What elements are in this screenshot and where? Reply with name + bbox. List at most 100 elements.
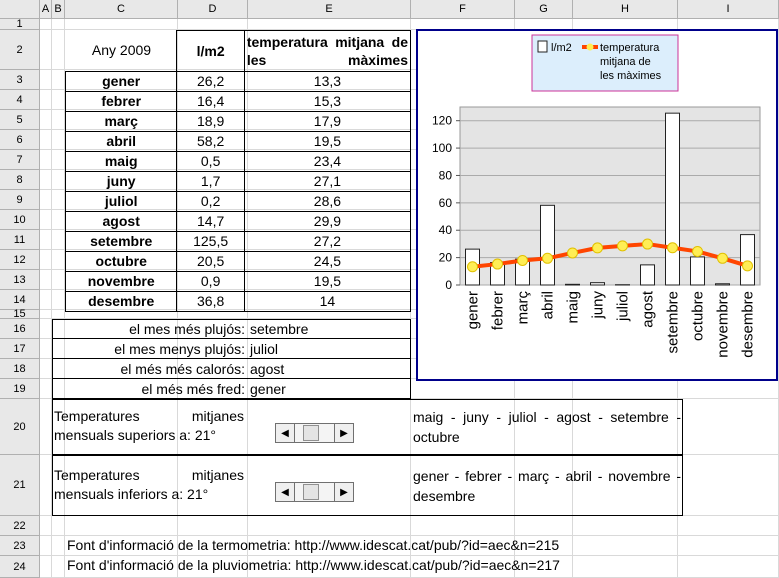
column-header-b[interactable]: B [52, 0, 65, 19]
row-header-8[interactable]: 8 [0, 170, 40, 190]
month-name[interactable]: febrer [64, 91, 178, 112]
bar[interactable] [640, 264, 655, 286]
row-header-3[interactable]: 3 [0, 70, 40, 90]
month-name[interactable]: març [64, 111, 178, 132]
source-pluviometry[interactable]: Font d'informació de la pluviometria: ht… [67, 557, 560, 573]
lower-result[interactable]: gener - febrer - març - abril - novembre… [413, 468, 681, 504]
summary-value[interactable]: gener [250, 381, 286, 397]
temperature-marker[interactable] [567, 247, 578, 259]
source-thermometry[interactable]: Font d'informació de la termometria: htt… [67, 537, 560, 553]
month-name[interactable]: novembre [64, 271, 178, 292]
row-header-11[interactable]: 11 [0, 230, 40, 250]
temp-value[interactable]: 23,4 [243, 151, 412, 172]
month-name[interactable]: maig [64, 151, 178, 172]
row-header-13[interactable]: 13 [0, 270, 40, 290]
summary-value[interactable]: agost [250, 361, 285, 377]
temperature-marker[interactable] [617, 240, 628, 252]
column-header-c[interactable]: C [65, 0, 178, 19]
month-name[interactable]: abril [64, 131, 178, 152]
row-header-7[interactable]: 7 [0, 150, 40, 170]
year-label[interactable]: Any 2009 [91, 42, 152, 58]
header-rain[interactable]: l/m2 [176, 30, 245, 72]
column-header-e[interactable]: E [248, 0, 411, 19]
row-header-9[interactable]: 9 [0, 190, 40, 210]
summary-value[interactable]: setembre [250, 321, 309, 337]
upper-result[interactable]: maig - juny - juliol - agost - setembre … [413, 409, 681, 445]
row-header-19[interactable]: 19 [0, 379, 40, 399]
rain-value[interactable]: 125,5 [176, 231, 245, 252]
upper-scroll-thumb[interactable] [303, 425, 319, 441]
lower-scroll-track[interactable] [295, 482, 334, 502]
bar[interactable] [690, 256, 705, 286]
rain-value[interactable]: 0,5 [176, 151, 245, 172]
rain-value[interactable]: 36,8 [176, 291, 245, 312]
month-name[interactable]: octubre [64, 251, 178, 272]
chart-container[interactable]: 0 20 40 60 80 100 120 gener febrer març abril maig j… [416, 29, 778, 381]
temperature-marker[interactable] [667, 242, 678, 254]
temperature-marker[interactable] [517, 254, 528, 266]
sheet-corner[interactable] [0, 0, 40, 19]
row-header-17[interactable]: 17 [0, 339, 40, 359]
row-header-1[interactable]: 1 [0, 18, 40, 30]
temp-value[interactable]: 24,5 [243, 251, 412, 272]
rain-value[interactable]: 26,2 [176, 71, 245, 92]
bar[interactable] [590, 282, 605, 286]
month-name[interactable]: agost [64, 211, 178, 232]
temperature-marker[interactable] [492, 258, 503, 270]
temp-value[interactable]: 27,2 [243, 231, 412, 252]
rain-value[interactable]: 20,5 [176, 251, 245, 272]
upper-scroll-left-button[interactable]: ◀ [275, 423, 295, 443]
row-header-16[interactable]: 16 [0, 319, 40, 339]
lower-scroll-right-button[interactable]: ▶ [334, 482, 354, 502]
temp-value[interactable]: 17,9 [243, 111, 412, 132]
temp-value[interactable]: 15,3 [243, 91, 412, 112]
temp-value[interactable]: 13,3 [243, 71, 412, 92]
month-name[interactable]: desembre [64, 291, 178, 312]
temp-value[interactable]: 19,5 [243, 131, 412, 152]
rain-value[interactable]: 58,2 [176, 131, 245, 152]
bar[interactable] [740, 234, 755, 286]
row-header-22[interactable]: 22 [0, 516, 40, 536]
row-header-20[interactable]: 20 [0, 399, 40, 455]
rain-value[interactable]: 18,9 [176, 111, 245, 132]
row-header-21[interactable]: 21 [0, 455, 40, 516]
row-header-15[interactable]: 15 [0, 308, 40, 320]
row-header-24[interactable]: 24 [0, 556, 40, 578]
row-header-14[interactable]: 14 [0, 290, 40, 310]
temp-value[interactable]: 27,1 [243, 171, 412, 192]
temperature-marker[interactable] [717, 252, 728, 264]
temperature-marker[interactable] [742, 260, 753, 272]
temperature-marker[interactable] [692, 245, 703, 257]
column-header-d[interactable]: D [178, 0, 248, 19]
row-header-10[interactable]: 10 [0, 210, 40, 230]
column-header-i[interactable]: I [678, 0, 779, 19]
row-header-23[interactable]: 23 [0, 536, 40, 556]
rain-value[interactable]: 0,9 [176, 271, 245, 292]
lower-scrollbar[interactable]: ◀ ▶ [275, 482, 354, 502]
month-name[interactable]: gener [64, 71, 178, 92]
rain-value[interactable]: 1,7 [176, 171, 245, 192]
month-name[interactable]: juny [64, 171, 178, 192]
temp-value[interactable]: 28,6 [243, 191, 412, 212]
column-header-g[interactable]: G [515, 0, 573, 19]
temp-value[interactable]: 29,9 [243, 211, 412, 232]
temperature-marker[interactable] [467, 261, 478, 273]
month-name[interactable]: juliol [64, 191, 178, 212]
row-header-12[interactable]: 12 [0, 250, 40, 270]
summary-value[interactable]: juliol [250, 341, 279, 357]
temperature-marker[interactable] [542, 252, 553, 264]
row-header-18[interactable]: 18 [0, 359, 40, 379]
bar[interactable] [715, 283, 730, 286]
bar[interactable] [540, 204, 555, 286]
month-name[interactable]: setembre [64, 231, 178, 252]
temperature-marker[interactable] [642, 238, 653, 250]
temperature-marker[interactable] [592, 242, 603, 254]
header-temp[interactable]: temperatura mitjana de les màximes [243, 30, 412, 72]
row-header-6[interactable]: 6 [0, 130, 40, 150]
lower-scroll-left-button[interactable]: ◀ [275, 482, 295, 502]
temp-value[interactable]: 14 [243, 291, 412, 312]
column-header-f[interactable]: F [411, 0, 515, 19]
upper-scroll-track[interactable] [295, 423, 334, 443]
upper-scroll-right-button[interactable]: ▶ [334, 423, 354, 443]
rain-value[interactable]: 16,4 [176, 91, 245, 112]
